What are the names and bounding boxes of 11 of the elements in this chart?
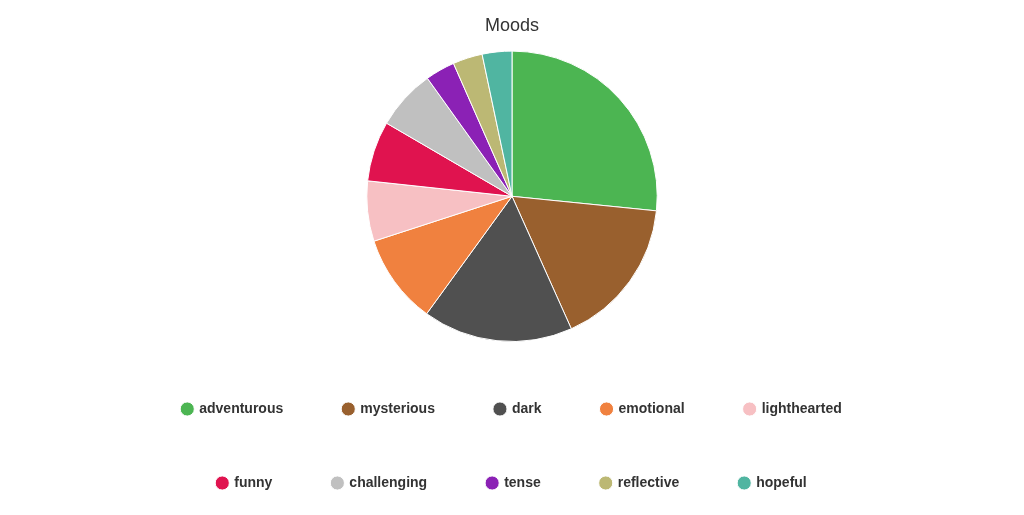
legend-label: hopeful: [756, 473, 807, 490]
legend-label: adventurous: [199, 399, 284, 416]
legend-label: reflective: [617, 473, 680, 490]
chart-title: Moods: [484, 14, 540, 35]
legend-label: dark: [511, 399, 542, 416]
legend-label: mysterious: [360, 399, 436, 416]
legend-label: emotional: [618, 399, 685, 416]
legend-label: tense: [504, 473, 541, 490]
legend-label: funny: [234, 473, 273, 490]
legend-label: challenging: [349, 473, 428, 490]
legend-label: lighthearted: [761, 399, 842, 416]
